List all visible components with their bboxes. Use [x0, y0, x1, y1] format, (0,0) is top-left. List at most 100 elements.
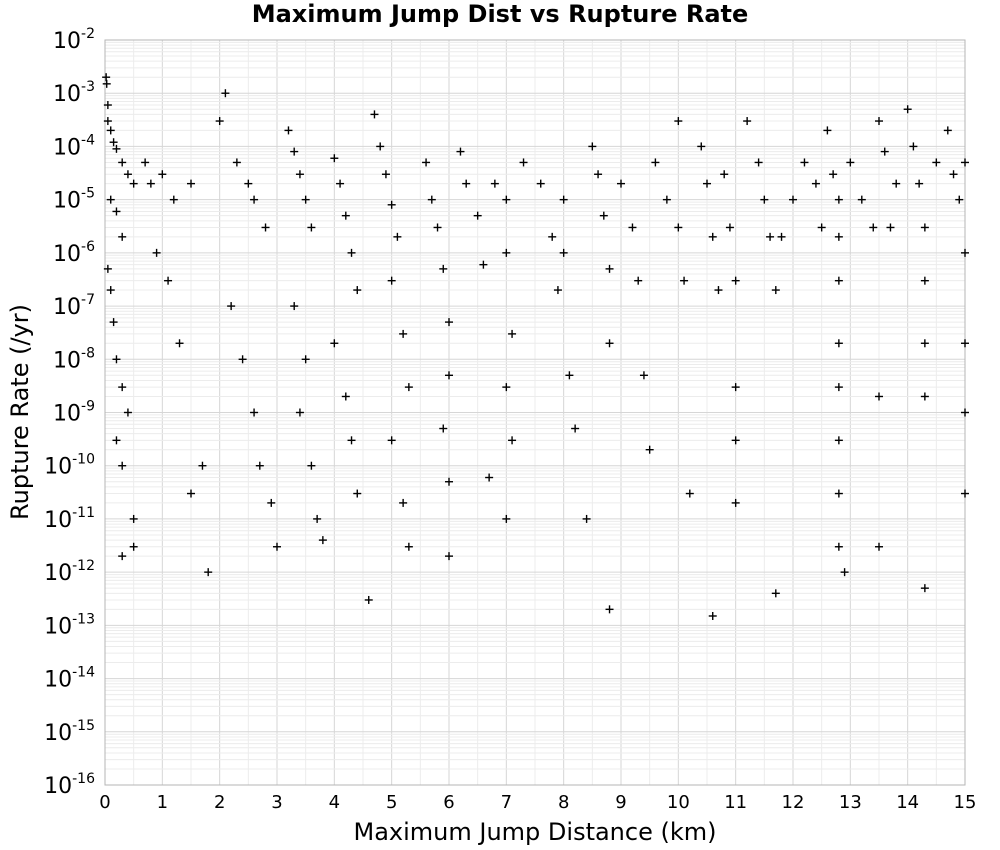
- y-axis-ticks: 10-2 10-3 10-4 10-5 10-6 10-7 10-8 10-9 10-10 10-…: [44, 26, 95, 799]
- data-point: [920, 276, 929, 285]
- data-point: [961, 248, 969, 257]
- data-point: [112, 436, 121, 445]
- data-point: [301, 355, 310, 364]
- data-point: [112, 144, 121, 153]
- data-point: [341, 211, 350, 220]
- data-point: [336, 179, 345, 188]
- data-point: [605, 264, 614, 273]
- data-point: [697, 142, 706, 151]
- data-point: [731, 498, 740, 507]
- data-point: [508, 329, 517, 338]
- data-point: [123, 408, 132, 417]
- data-point: [198, 461, 207, 470]
- data-point: [313, 514, 322, 523]
- data-point: [387, 276, 396, 285]
- data-point: [376, 142, 385, 151]
- data-point: [118, 232, 127, 241]
- data-point: [651, 158, 660, 167]
- y-tick-label: 10-2: [53, 26, 95, 54]
- data-point: [920, 392, 929, 401]
- data-point: [295, 170, 304, 179]
- data-point: [903, 105, 912, 114]
- data-point: [743, 117, 752, 126]
- data-point: [164, 276, 173, 285]
- data-point: [387, 436, 396, 445]
- data-point: [834, 339, 843, 348]
- data-point: [232, 158, 241, 167]
- data-point: [118, 158, 127, 167]
- data-point: [175, 339, 184, 348]
- data-point: [129, 514, 138, 523]
- data-point: [674, 223, 683, 232]
- data-point: [880, 147, 889, 156]
- data-point: [479, 260, 488, 269]
- data-point: [439, 424, 448, 433]
- data-point: [834, 195, 843, 204]
- data-point: [427, 195, 436, 204]
- data-point: [146, 179, 155, 188]
- y-tick-label: 10-9: [53, 399, 95, 427]
- y-tick-label: 10-6: [53, 239, 95, 267]
- y-tick-label: 10-13: [44, 611, 95, 639]
- data-point: [445, 371, 453, 380]
- data-point: [708, 611, 717, 620]
- data-point: [330, 339, 339, 348]
- data-point: [771, 286, 780, 295]
- data-point: [502, 248, 511, 257]
- data-point: [834, 232, 843, 241]
- data-point: [961, 489, 969, 498]
- data-point: [250, 408, 259, 417]
- data-point: [731, 276, 740, 285]
- data-point: [875, 542, 883, 551]
- y-tick-label: 10-11: [44, 505, 95, 533]
- data-point: [725, 223, 734, 232]
- data-point: [559, 195, 568, 204]
- data-point: [875, 392, 883, 401]
- data-point: [102, 79, 111, 88]
- data-point: [290, 302, 299, 311]
- data-point: [404, 542, 413, 551]
- data-point: [123, 170, 132, 179]
- data-point: [387, 200, 396, 209]
- data-point: [920, 584, 929, 593]
- data-point: [502, 383, 511, 392]
- data-point: [141, 158, 150, 167]
- data-point: [519, 158, 528, 167]
- data-point: [961, 339, 969, 348]
- data-point: [158, 170, 167, 179]
- data-point: [800, 158, 809, 167]
- x-tick-label: 12: [782, 792, 805, 813]
- y-tick-label: 10-12: [44, 558, 95, 586]
- data-point: [582, 514, 591, 523]
- data-point: [393, 232, 402, 241]
- y-tick-label: 10-15: [44, 718, 95, 746]
- data-point: [857, 195, 866, 204]
- data-point: [834, 436, 843, 445]
- data-point: [290, 147, 299, 156]
- data-point: [571, 424, 580, 433]
- data-point: [731, 383, 740, 392]
- data-point: [714, 286, 723, 295]
- y-axis-label: Rupture Rate (/yr): [6, 304, 34, 520]
- data-point: [594, 170, 603, 179]
- data-point: [829, 170, 838, 179]
- data-point: [662, 195, 671, 204]
- data-point: [244, 179, 253, 188]
- data-point: [187, 489, 195, 498]
- data-point: [295, 408, 304, 417]
- data-point: [886, 223, 895, 232]
- x-tick-label: 3: [271, 792, 282, 813]
- data-point: [685, 489, 694, 498]
- x-tick-label: 4: [329, 792, 340, 813]
- data-point: [129, 542, 138, 551]
- data-point: [605, 605, 614, 614]
- y-tick-label: 10-4: [53, 132, 95, 160]
- x-axis-ticks: 0 1 2 3 4 5 6 7 8 9 10 11 12 13 14 15: [99, 792, 976, 813]
- data-point: [766, 232, 775, 241]
- y-tick-label: 10-16: [44, 771, 95, 799]
- data-point: [834, 542, 843, 551]
- data-point: [754, 158, 763, 167]
- data-point: [227, 302, 236, 311]
- data-point: [422, 158, 431, 167]
